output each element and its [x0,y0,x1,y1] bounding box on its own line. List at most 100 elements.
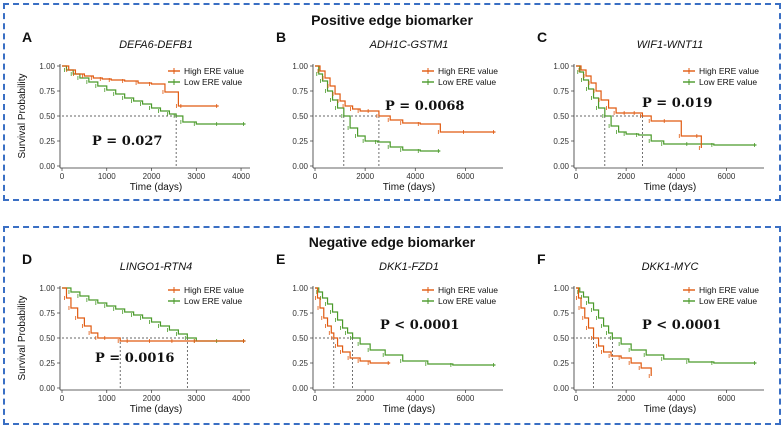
panel-f-low-ere-curve [576,287,757,364]
panel-e-p-value: P < 0.0001 [380,318,459,333]
panel-f-legend-low-label: Low ERE value [699,296,757,306]
panel-f-x-axis-label: Time (days) [644,404,696,415]
panel-f-y-tick-label: 0.25 [553,359,569,368]
positive-section-frame [3,3,781,201]
panel-d-y-tick-label: 0.75 [39,309,55,318]
panel-e-legend-low-label: Low ERE value [438,296,496,306]
panel-f-title: DKK1-MYC [642,261,699,273]
panel-c-legend-high-label: High ERE value [699,66,759,76]
panel-b-p-value: P = 0.0068 [385,99,464,114]
panel-a-p-value: P = 0.027 [92,134,162,149]
panel-d-p-value: P = 0.0016 [95,351,174,366]
panel-c-y-tick-label: 0.00 [553,162,569,171]
panel-b-high-ere-curve [315,65,496,133]
panel-d-x-tick-label: 4000 [232,394,250,403]
panel-c-title: WIF1-WNT11 [637,39,703,51]
panel-b-legend-high-label: High ERE value [438,66,498,76]
panel-d-title: LINGO1-RTN4 [120,261,193,273]
panel-e-legend-high-label: High ERE value [438,285,498,295]
panel-c-y-tick-label: 1.00 [553,62,569,71]
panel-a-legend-low-label: Low ERE value [184,77,242,87]
panel-f-high-ere-curve [576,287,652,376]
panel-d-y-tick-label: 0.50 [39,334,55,343]
panel-d-high-ere-curve [62,287,246,342]
panel-b-x-axis-label: Time (days) [383,182,435,193]
panel-b-y-tick-label: 0.50 [292,112,308,121]
panel-f-y-tick-label: 1.00 [553,284,569,293]
panel-a-legend-high-label: High ERE value [184,66,244,76]
panel-d-letter: D [22,251,32,267]
panel-e-y-tick-label: 0.25 [292,359,308,368]
panel-b-x-tick-label: 0 [313,172,318,181]
panel-c-high-ere-curve [576,65,702,148]
panel-d-x-tick-label: 0 [60,394,65,403]
panel-f-x-tick-label: 4000 [667,394,685,403]
panel-a-y-tick-label: 0.25 [39,137,55,146]
panel-e-x-tick-label: 0 [313,394,318,403]
panel-c-y-tick-label: 0.25 [553,137,569,146]
panel-e-x-tick-label: 6000 [457,394,475,403]
panel-a-x-axis-label: Time (days) [130,182,182,193]
negative-section-title: Negative edge biomarker [308,234,476,250]
panel-e-y-tick-label: 0.50 [292,334,308,343]
panel-c-x-tick-label: 6000 [718,172,736,181]
panel-b-y-tick-label: 1.00 [292,62,308,71]
panel-a-low-ere-curve [62,65,246,125]
panel-a-y-tick-label: 0.50 [39,112,55,121]
panel-b-y-tick-label: 0.25 [292,137,308,146]
panel-a-title: DEFA6-DEFB1 [119,39,193,51]
panel-a-high-ere-curve [62,65,219,107]
panel-b-letter: B [276,29,286,45]
panel-a-y-tick-label: 1.00 [39,62,55,71]
panel-d-low-ere-curve [62,287,246,342]
panel-f-y-tick-label: 0.50 [553,334,569,343]
panel-c-low-ere-curve [576,65,757,146]
panel-e-y-tick-label: 0.75 [292,309,308,318]
panel-b-title: ADH1C-GSTM1 [369,39,449,51]
panel-e-y-tick-label: 1.00 [292,284,308,293]
panel-d-x-tick-label: 1000 [98,394,116,403]
panel-f-y-tick-label: 0.00 [553,384,569,393]
panel-c-x-axis-label: Time (days) [644,182,696,193]
panel-a-x-tick-label: 0 [60,172,65,181]
panel-b-x-tick-label: 6000 [457,172,475,181]
panel-a-y-axis-label: Survival Probability [17,73,28,158]
panel-e-x-axis-label: Time (days) [383,404,435,415]
panel-d-y-tick-label: 0.00 [39,384,55,393]
panel-d-x-tick-label: 3000 [187,394,205,403]
panel-b-y-tick-label: 0.75 [292,87,308,96]
panel-c-p-value: P = 0.019 [642,96,712,111]
panel-b-x-tick-label: 4000 [406,172,424,181]
panel-d-x-axis-label: Time (days) [130,404,182,415]
panel-a-y-tick-label: 0.75 [39,87,55,96]
panel-e-low-ere-curve [315,287,496,366]
panel-c-letter: C [537,29,547,45]
panel-c-y-tick-label: 0.75 [553,87,569,96]
panel-a-x-tick-label: 2000 [143,172,161,181]
panel-e-letter: E [276,251,285,267]
panel-a-x-tick-label: 4000 [232,172,250,181]
panel-f-x-tick-label: 0 [574,394,579,403]
panel-c-legend-low-label: Low ERE value [699,77,757,87]
panel-f-x-tick-label: 6000 [718,394,736,403]
panel-d-legend-low-label: Low ERE value [184,296,242,306]
panel-c-x-tick-label: 2000 [617,172,635,181]
panel-d-y-axis-label: Survival Probability [17,295,28,380]
panel-e-x-tick-label: 2000 [356,394,374,403]
panel-e-high-ere-curve [315,287,391,364]
panel-c-x-tick-label: 0 [574,172,579,181]
panel-f-legend-high-label: High ERE value [699,285,759,295]
panel-d-x-tick-label: 2000 [143,394,161,403]
panel-b-y-tick-label: 0.00 [292,162,308,171]
negative-section-frame [3,226,781,425]
panel-a-letter: A [22,29,32,45]
panel-f-x-tick-label: 2000 [617,394,635,403]
panel-a-x-tick-label: 1000 [98,172,116,181]
panel-d-y-tick-label: 1.00 [39,284,55,293]
panel-e-title: DKK1-FZD1 [379,261,439,273]
panel-e-x-tick-label: 4000 [406,394,424,403]
panel-b-x-tick-label: 2000 [356,172,374,181]
panel-c-x-tick-label: 4000 [667,172,685,181]
panel-f-p-value: P < 0.0001 [642,318,721,333]
